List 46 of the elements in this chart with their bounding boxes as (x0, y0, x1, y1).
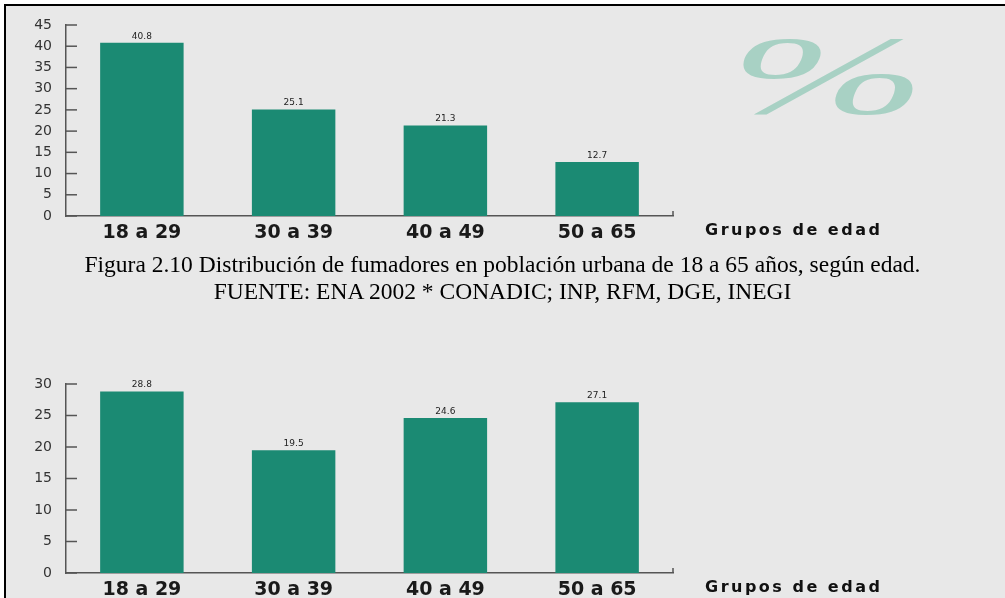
y-tick-label: 15 (34, 469, 52, 486)
x-axis-title: Grupos de edad (705, 220, 883, 239)
y-tick-label: 0 (43, 206, 52, 223)
data-label: 28.8 (131, 379, 153, 390)
bar (100, 42, 184, 216)
y-tick-label: 25 (34, 100, 52, 117)
y-tick-label: 5 (43, 185, 52, 202)
bar (555, 402, 639, 573)
y-tick-label: 10 (34, 500, 52, 517)
y-tick-label: 15 (34, 142, 52, 159)
bar (251, 109, 336, 216)
x-axis-title: Grupos de edad (705, 577, 883, 596)
x-tick-label: 30 a 39 (254, 220, 334, 243)
y-tick-label: 25 (34, 406, 52, 423)
bar (555, 162, 639, 216)
y-tick-label: 30 (34, 374, 52, 391)
y-axis-title: % (730, 14, 926, 138)
bar (100, 391, 184, 573)
data-label: 21.3 (435, 113, 456, 124)
x-tick-label: 50 a 65 (557, 220, 637, 243)
data-label: 24.6 (435, 405, 456, 416)
x-tick-label: 30 a 39 (254, 577, 334, 598)
data-label: 40.8 (131, 30, 153, 41)
y-tick-label: 30 (34, 79, 52, 96)
data-label: 27.1 (587, 390, 608, 401)
bar (403, 125, 488, 216)
y-tick-label: 35 (34, 58, 52, 75)
x-tick-label: 50 a 65 (557, 577, 637, 598)
y-tick-label: 40 (34, 36, 52, 53)
y-tick-label: 20 (34, 121, 52, 138)
x-tick-label: 40 a 49 (405, 577, 485, 598)
bar (251, 450, 336, 573)
data-label: 25.1 (283, 97, 304, 108)
x-tick-label: 18 a 29 (102, 220, 182, 243)
bar (403, 418, 488, 573)
data-label: 12.7 (587, 149, 608, 160)
y-tick-label: 10 (34, 164, 52, 181)
x-tick-label: 40 a 49 (405, 220, 485, 243)
y-tick-label: 20 (34, 437, 52, 454)
text: Figura 2.10 Distribución de fumadores en población urbana de 18 a 65 años, según edad. (84, 251, 921, 278)
y-tick-label: 5 (43, 532, 52, 549)
x-tick-label: 18 a 29 (102, 577, 182, 598)
source-note: FUENTE: ENA 2002 * CONADIC; INP, RFM, DGE, INEGI (213, 278, 792, 305)
y-tick-label: 45 (34, 15, 52, 32)
data-label: 19.5 (283, 437, 304, 448)
y-tick-label: 0 (43, 563, 52, 580)
